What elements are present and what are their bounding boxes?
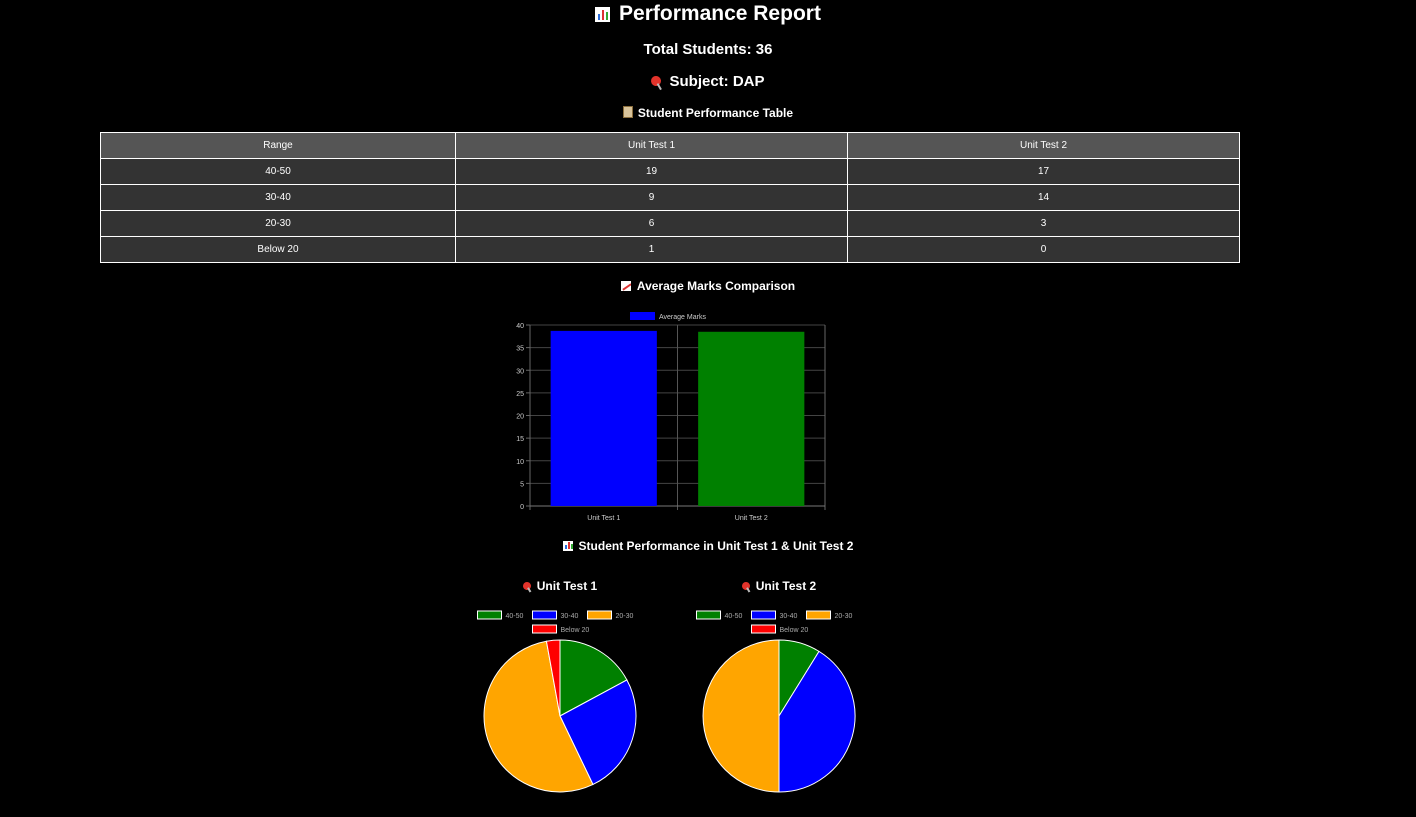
x-tick-label: Unit Test 1 xyxy=(587,515,620,522)
y-tick-label: 40 xyxy=(516,323,524,330)
cell-unit-test-1: 9 xyxy=(455,184,848,211)
bar-chart-icon xyxy=(562,541,573,551)
y-tick-label: 5 xyxy=(520,481,524,488)
x-tick-label: Unit Test 2 xyxy=(735,515,768,522)
cell-range: Below 20 xyxy=(100,236,456,263)
legend-swatch xyxy=(532,610,557,620)
header-unit-test-2: Unit Test 2 xyxy=(847,132,1240,159)
table-row: 40-50 19 17 xyxy=(100,158,1240,185)
bar-chart-icon xyxy=(595,7,611,22)
cell-unit-test-2: 0 xyxy=(847,236,1240,263)
y-tick-label: 15 xyxy=(516,436,524,443)
y-tick-label: 25 xyxy=(516,391,524,398)
table-row: Below 20 1 0 xyxy=(100,236,1240,263)
table-title-text: Student Performance Table xyxy=(637,106,794,120)
y-tick-label: 0 xyxy=(520,504,524,511)
legend-label: 20-30 xyxy=(835,613,853,620)
pie-slice xyxy=(559,679,637,786)
legend-swatch xyxy=(751,610,776,620)
pie-section-title: Student Performance in Unit Test 1 & Uni… xyxy=(0,539,1416,553)
header-range: Range xyxy=(100,132,456,159)
y-tick-label: 10 xyxy=(516,459,524,466)
legend-swatch xyxy=(630,312,655,320)
pie2-title: Unit Test 2 xyxy=(679,579,879,593)
performance-table: Range Unit Test 1 Unit Test 2 40-50 19 1… xyxy=(100,132,1240,263)
pie1-title: Unit Test 1 xyxy=(460,579,660,593)
legend-label: Below 20 xyxy=(780,627,809,634)
pushpin-icon xyxy=(521,580,533,592)
cell-unit-test-1: 19 xyxy=(455,158,848,185)
subject-text: Subject: DAP xyxy=(669,73,765,90)
unit-test-1-pie-chart: 40-50 30-40 20-30 Below 20 xyxy=(477,610,637,793)
table-title: Student Performance Table xyxy=(0,106,1416,120)
cell-range: 20-30 xyxy=(100,210,456,237)
header-unit-test-1: Unit Test 1 xyxy=(455,132,848,159)
bar xyxy=(550,330,657,506)
bar-chart-title-text: Average Marks Comparison xyxy=(636,279,796,293)
cell-unit-test-1: 6 xyxy=(455,210,848,237)
pie2-title-text: Unit Test 2 xyxy=(755,579,817,593)
bar-chart-title: Average Marks Comparison xyxy=(0,279,1416,293)
cell-range: 30-40 xyxy=(100,184,456,211)
subject-heading: Subject: DAP xyxy=(0,73,1416,90)
cell-unit-test-1: 1 xyxy=(455,236,848,263)
bar xyxy=(698,331,805,506)
legend-swatch xyxy=(696,610,721,620)
legend-swatch xyxy=(532,624,557,634)
average-marks-bar-chart: Average Marks 0 5 10 15 20 25 30 35 40 Unit Test 1… xyxy=(516,312,826,522)
legend-label: Average Marks xyxy=(659,314,706,321)
pie-slice xyxy=(702,639,780,793)
total-students: Total Students: 36 xyxy=(643,41,773,58)
legend-swatch xyxy=(477,610,502,620)
pie-slice xyxy=(778,650,856,793)
cell-unit-test-2: 17 xyxy=(847,158,1240,185)
legend-label: 30-40 xyxy=(780,613,798,620)
cell-range: 40-50 xyxy=(100,158,456,185)
page-title-text: Performance Report xyxy=(619,2,821,25)
pie-section-title-text: Student Performance in Unit Test 1 & Uni… xyxy=(578,539,854,553)
table-header-row: Range Unit Test 1 Unit Test 2 xyxy=(100,132,1240,159)
page-title: Performance Report xyxy=(0,2,1416,26)
chart-increasing-icon xyxy=(620,281,631,291)
legend-label: 30-40 xyxy=(561,613,579,620)
y-tick-label: 30 xyxy=(516,368,524,375)
y-tick-label: 20 xyxy=(516,414,524,421)
pie-slice xyxy=(545,639,561,717)
pushpin-icon xyxy=(649,74,664,88)
legend-swatch xyxy=(806,610,831,620)
legend-label: 20-30 xyxy=(616,613,634,620)
legend-swatch xyxy=(751,624,776,634)
legend-label: 40-50 xyxy=(506,613,524,620)
table-row: 30-40 9 14 xyxy=(100,184,1240,211)
pie-slice xyxy=(559,639,628,717)
unit-test-2-pie-chart: 40-50 30-40 20-30 Below 20 xyxy=(696,610,856,793)
legend-swatch xyxy=(587,610,612,620)
pie-slice xyxy=(483,640,594,793)
cell-unit-test-2: 14 xyxy=(847,184,1240,211)
cell-unit-test-2: 3 xyxy=(847,210,1240,237)
pie1-title-text: Unit Test 1 xyxy=(536,579,598,593)
legend-label: Below 20 xyxy=(561,627,590,634)
pushpin-icon xyxy=(740,580,752,592)
clipboard-icon xyxy=(622,106,633,118)
table-row: 20-30 6 3 xyxy=(100,210,1240,237)
y-tick-label: 35 xyxy=(516,346,524,353)
legend-label: 40-50 xyxy=(725,613,743,620)
